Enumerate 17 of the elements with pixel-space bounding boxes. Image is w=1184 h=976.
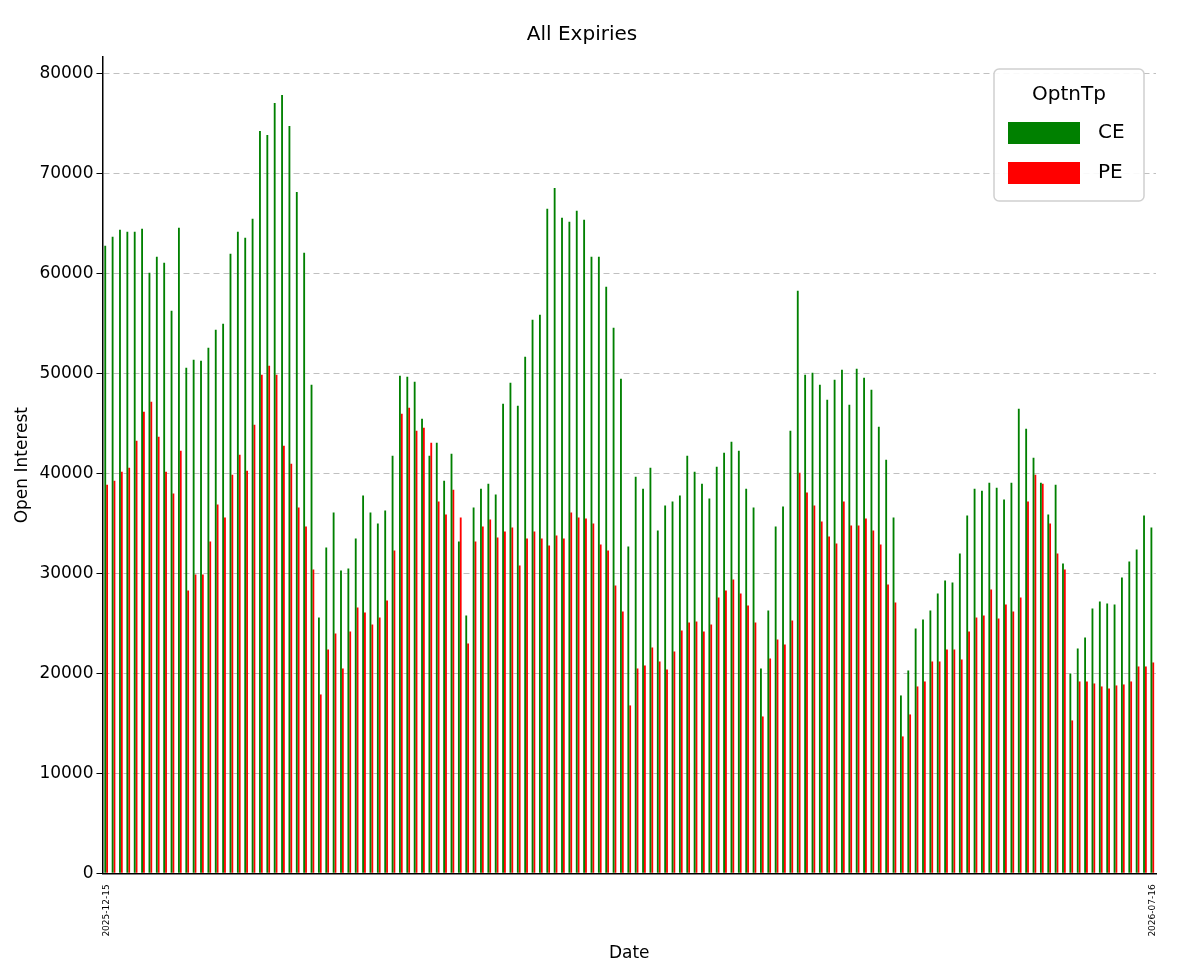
y-tick-label: 40000 (39, 462, 94, 483)
y-tick-label: 60000 (39, 262, 94, 283)
y-tick-label: 0 (82, 861, 94, 882)
y-tick-label: 70000 (39, 162, 94, 183)
y-tick-label: 50000 (39, 362, 94, 383)
x-tick-label: 2025-12-15 (100, 884, 111, 937)
chart-title: All Expiries (526, 21, 638, 46)
y-axis-title: Open Interest (10, 406, 31, 524)
y-tick-label: 30000 (39, 561, 94, 582)
legend-title: OptnTp (1032, 81, 1106, 106)
x-tick-label: 2026-07-16 (1146, 884, 1157, 937)
y-tick-label: 20000 (39, 661, 94, 682)
legend-label: CE (1098, 119, 1125, 144)
x-axis-title: Date (608, 942, 650, 963)
legend-label: PE (1098, 159, 1123, 184)
y-tick-label: 10000 (39, 761, 94, 782)
y-tick-label: 80000 (39, 62, 94, 83)
